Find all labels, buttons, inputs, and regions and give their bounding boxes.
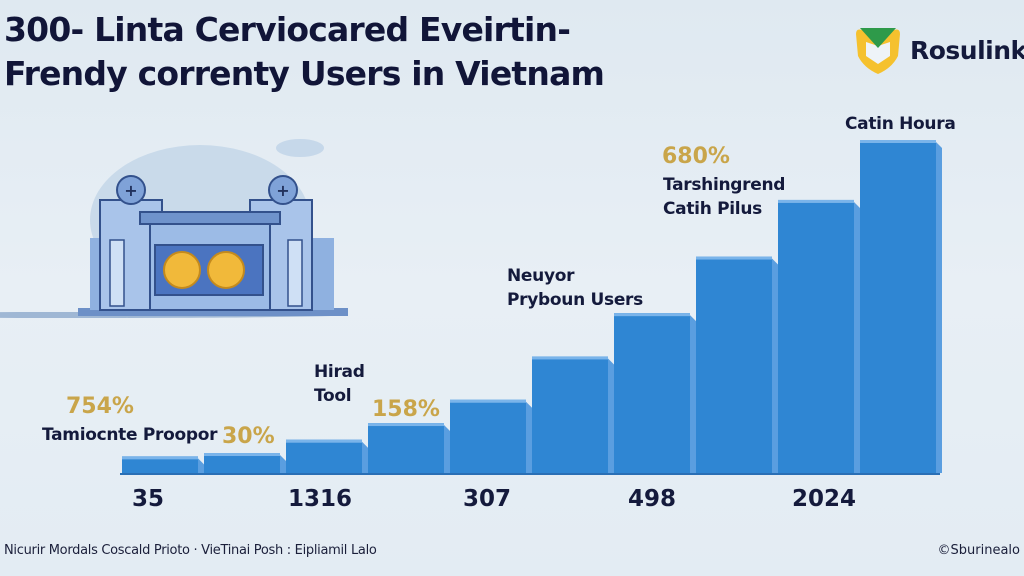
bar-face [122, 456, 198, 473]
x-tick-label: 498 [627, 486, 677, 512]
logo-text: Rosulink [910, 35, 1024, 65]
bar [696, 256, 778, 473]
bar-top [696, 256, 772, 260]
bar-top [368, 423, 444, 427]
annotation-line: Tool [314, 386, 352, 406]
annotation-line: Catih Pilus [663, 199, 762, 219]
annotation-label: Tarshingrend Catih Pilus [663, 173, 785, 221]
x-tick-label: 35 [131, 486, 165, 512]
bar-side [362, 441, 368, 473]
bar-face [778, 199, 854, 473]
bar-top [122, 456, 198, 460]
bar-face [286, 439, 362, 473]
footer-credit: ©Sburinealo [937, 543, 1020, 558]
annotation-label: Tamiocnte Proopor [42, 425, 218, 445]
bar-side [772, 258, 778, 473]
bar-face [368, 423, 444, 473]
bar-face [614, 313, 690, 473]
bar-face [860, 140, 936, 473]
bar [860, 140, 942, 473]
bar-side [608, 358, 614, 473]
bar [368, 423, 450, 473]
bar [778, 199, 860, 473]
svg-text:+: + [276, 181, 289, 200]
title-line-1: 300- Linta Cerviocared Eveirtin- [4, 10, 571, 49]
bar-side [936, 142, 942, 473]
logo: Rosulink [852, 24, 1024, 76]
bar [286, 439, 368, 473]
annotation-label: Catin Houra [845, 114, 956, 134]
x-tick-label: 1316 [287, 486, 353, 512]
bar [450, 399, 532, 473]
bar-top [614, 313, 690, 317]
bar-top [860, 140, 936, 143]
bar [614, 313, 696, 473]
footer-source: Nicurir Mordals Coscald Prioto · VieTina… [4, 543, 377, 558]
annotation-percent: 30% [222, 424, 275, 449]
coin-icon [207, 251, 245, 289]
annotation-line: Tarshingrend [663, 175, 786, 195]
annotation-line: Prybоun Users [507, 290, 643, 310]
annotation-line: Neuyor [507, 266, 575, 286]
bar [122, 456, 204, 473]
bar-face [450, 399, 526, 473]
bar-side [526, 401, 532, 473]
bar-top [532, 356, 608, 360]
annotation-label: Hirad Tool [314, 360, 365, 408]
shield-logo-icon [856, 28, 900, 74]
bar-face [204, 453, 280, 473]
title-line-2: Frendy correnty Users in Vietnam [4, 54, 605, 93]
annotation-percent: 158% [372, 397, 440, 422]
bar-face [696, 256, 772, 473]
bar-side [280, 455, 286, 473]
bar-top [450, 399, 526, 403]
bar [204, 453, 286, 473]
bar [532, 356, 614, 473]
cloud-icon [276, 139, 324, 157]
annotation-line: Hirad [314, 362, 365, 382]
x-tick-label: 307 [462, 486, 512, 512]
bank-building-illustration: + + [0, 139, 348, 318]
svg-text:+: + [124, 181, 137, 200]
coin-icon [163, 251, 201, 289]
chart-title: 300- Linta Cerviocared Eveirtin- Frendy … [4, 8, 605, 96]
annotation-percent: 680% [662, 144, 730, 169]
bar-top [204, 453, 280, 457]
bar-side [690, 315, 696, 473]
bar-top [286, 439, 362, 443]
bar-side [854, 201, 860, 473]
bar-side [198, 458, 204, 473]
bar-top [778, 199, 854, 203]
annotation-label: Neuyor Prybоun Users [507, 264, 643, 312]
bar-face [532, 356, 608, 473]
bar-side [444, 425, 450, 473]
x-tick-label: 2024 [791, 486, 857, 512]
annotation-percent: 754% [66, 394, 134, 419]
